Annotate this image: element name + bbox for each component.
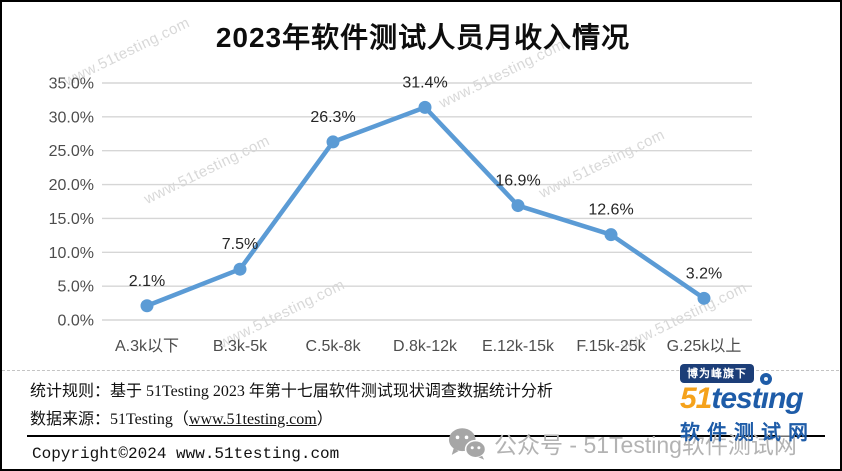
y-tick-label: 15.0% xyxy=(49,211,94,228)
data-point-marker xyxy=(233,262,247,276)
copyright-text: Copyright©2024 www.51testing.com xyxy=(32,445,340,463)
data-point-label: 26.3% xyxy=(310,109,355,126)
footer-divider-line xyxy=(27,435,825,437)
y-tick-label: 20.0% xyxy=(49,177,94,194)
chart-title: 2023年软件测试人员月收入情况 xyxy=(215,22,631,53)
y-tick-label: 35.0% xyxy=(49,76,94,93)
source-suffix: ） xyxy=(316,411,333,428)
51testing-logo: 博为峰旗下 51testı ng 软件测试网 xyxy=(680,364,840,445)
data-point-marker xyxy=(511,199,525,213)
data-point-label: 2.1% xyxy=(129,273,165,290)
income-line-chart: 0.0% 5.0% 10.0% 15.0% 20.0% 25.0% 30.0% 35.0% 2.… xyxy=(49,74,752,355)
logo-brand-test: test xyxy=(711,382,761,415)
data-point-marker xyxy=(697,291,711,305)
x-axis-label: G.25k以上 xyxy=(667,337,742,355)
wechat-watermark-text: 公众号 - 51Testing软件测试网 xyxy=(494,432,797,458)
data-point-marker xyxy=(326,135,340,149)
x-axis-label: C.5k-8k xyxy=(305,338,361,355)
y-tick-label: 5.0% xyxy=(58,279,94,296)
data-point-label: 16.9% xyxy=(495,173,540,190)
logo-brand-ng: ng xyxy=(768,382,804,415)
data-point-marker xyxy=(140,299,154,313)
x-axis-label: A.3k以下 xyxy=(115,338,179,355)
source-prefix: 数据来源：51Testing（ xyxy=(30,411,189,428)
y-tick-label: 10.0% xyxy=(49,245,94,262)
data-point-marker xyxy=(604,228,618,242)
logo-brand-51: 51 xyxy=(680,382,712,415)
logo-subtitle: 软件测试网 xyxy=(680,422,815,444)
dashed-separator xyxy=(2,370,840,371)
data-point-marker xyxy=(418,100,432,114)
logo-brand: 51testı ng xyxy=(680,373,840,415)
data-point-label: 3.2% xyxy=(686,265,722,282)
data-point-label: 7.5% xyxy=(222,236,258,253)
x-axis-label: B.3k-5k xyxy=(213,338,268,355)
x-axis-label: E.12k-15k xyxy=(482,338,555,355)
y-tick-label: 30.0% xyxy=(49,109,94,126)
data-point-label: 31.4% xyxy=(402,74,447,91)
y-tick-label: 25.0% xyxy=(49,143,94,160)
magnifier-lens-icon xyxy=(759,373,772,385)
logo-badge: 博为峰旗下 xyxy=(680,364,754,383)
wechat-account-watermark: 公众号 - 51Testing软件测试网 xyxy=(448,426,797,460)
source-link[interactable]: www.51testing.com xyxy=(188,411,317,428)
wechat-icon xyxy=(448,427,486,460)
x-axis-label: F.15k-25k xyxy=(576,338,646,355)
data-source-text: 数据来源：51Testing（www.51testing.com） xyxy=(30,405,333,429)
magnifier-i-icon: ı xyxy=(759,373,772,415)
stat-rule-text: 统计规则：基于 51Testing 2023 年第十七届软件测试现状调查数据统计… xyxy=(30,383,553,400)
data-point-label: 12.6% xyxy=(588,202,633,219)
y-tick-label: 0.0% xyxy=(58,313,94,330)
x-axis-label: D.8k-12k xyxy=(393,338,458,355)
